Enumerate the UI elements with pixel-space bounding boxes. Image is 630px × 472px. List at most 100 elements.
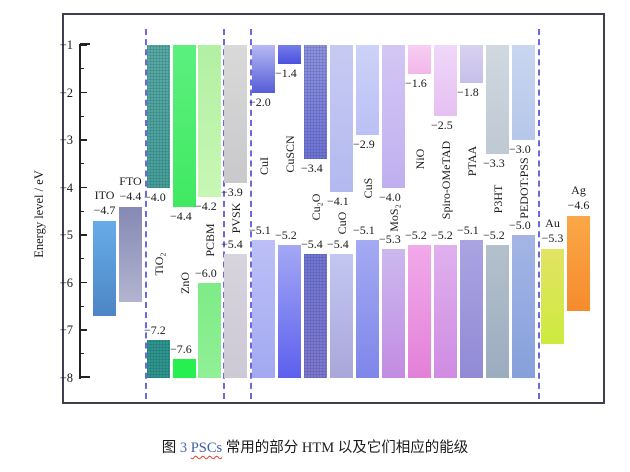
group-separator-line: [538, 29, 540, 399]
bar-cuscn-valence: [278, 244, 301, 378]
label-mos2-name: MoS₂: [386, 204, 401, 233]
y-axis-major-tick: [80, 234, 87, 236]
group-separator-line: [249, 29, 252, 399]
bar-cu2o-valence: [304, 254, 327, 378]
label-cu2o-name: Cu₂O: [308, 193, 323, 220]
y-axis-line: [78, 44, 81, 379]
bar-au: [541, 249, 564, 345]
label-zno-vb: −7.6: [170, 341, 192, 356]
bar-p3ht-valence: [486, 244, 509, 378]
bar-cui-conduction: [252, 45, 275, 93]
y-axis-minor-tick: [80, 210, 84, 212]
y-axis-tick-label: −5: [59, 228, 73, 242]
label-pcbm-cb: −4.2: [195, 199, 217, 213]
label-ptaa-cb: −1.8: [457, 85, 479, 99]
label-pcbm-vb: −6.0: [195, 265, 217, 280]
label-cui-vb: −5.1: [249, 222, 271, 237]
label-mos2-vb: −5.3: [379, 232, 401, 247]
y-axis-major-tick: [80, 376, 87, 379]
bar-fto: [119, 206, 142, 302]
bar-ag: [567, 216, 590, 311]
label-nio-name: NiO: [412, 148, 427, 170]
y-axis-title: Energy level / eV: [32, 169, 46, 258]
bar-mos2-valence: [382, 249, 405, 378]
y-axis-major-tick: [80, 139, 87, 141]
bar-spiro-ometad-valence: [434, 244, 457, 378]
label-fto-name: FTO: [119, 173, 142, 188]
label-nio-vb: −5.2: [405, 227, 427, 242]
group-separator-line: [222, 29, 225, 399]
label-zno-cb: −4.4: [170, 208, 192, 223]
label-au-name: Au: [545, 216, 560, 231]
group-separator-line: [145, 29, 147, 399]
y-axis-major-tick: [80, 329, 87, 331]
label-pedot-pss-cb: −3.0: [509, 142, 531, 156]
label-spiro-ometad-vb: −5.2: [431, 227, 453, 242]
bar-cuo-valence: [330, 254, 353, 378]
label-cuscn-cb: −1.4: [275, 66, 297, 80]
y-axis-tick-label: −2: [59, 85, 73, 100]
label-pedot-pss-vb: −5.0: [509, 218, 531, 232]
label-cu2o-cb: −3.4: [301, 161, 323, 175]
y-axis-tick-label: −8: [59, 370, 73, 385]
y-axis-major-tick: [80, 91, 87, 94]
bar-ptaa-conduction: [460, 45, 483, 83]
label-p3ht-name: P3HT: [490, 185, 505, 214]
bar-tio2-valence: [147, 339, 170, 378]
caption-text: 常用的部分 HTM 以及它们相应的能级: [222, 440, 469, 456]
label-cuo-cb: −4.1: [327, 194, 349, 209]
bar-tio2-conduction: [147, 45, 170, 188]
label-mos2-cb: −4.0: [379, 189, 401, 204]
label-zno-name: ZnO: [177, 271, 192, 294]
label-cuscn-name: CuSCN: [282, 135, 297, 173]
label-tio2-name: TiO₂: [151, 251, 166, 276]
bar-pedot-pss-conduction: [512, 45, 535, 140]
caption-figure-number: 3: [179, 440, 188, 456]
label-ito-workfunction: −4.7: [93, 202, 116, 217]
y-axis-tick-label: −4: [59, 180, 73, 195]
y-axis-endcap: [80, 43, 90, 45]
figure-caption: 图 3 PSCs 常用的部分 HTM 以及它们相应的能级: [0, 436, 630, 457]
y-axis-minor-tick: [80, 353, 84, 355]
label-ag-workfunction: −4.6: [567, 198, 590, 212]
label-cus-cb: −2.9: [353, 137, 375, 152]
label-cu2o-vb: −5.4: [301, 237, 323, 251]
label-p3ht-vb: −5.2: [483, 227, 505, 242]
bar-p3ht-conduction: [486, 45, 509, 155]
y-axis-minor-tick: [80, 305, 84, 307]
y-axis-major-tick: [80, 186, 87, 189]
bar-zno-valence: [173, 358, 196, 378]
bar-cui-valence: [252, 239, 275, 378]
bar-zno-conduction: [173, 45, 196, 207]
bar-cuscn-conduction: [278, 45, 301, 64]
bar-cus-conduction: [356, 45, 379, 136]
bar-nio-valence: [408, 244, 431, 378]
y-axis-tick-label: −1: [59, 38, 73, 52]
label-ptaa-name: PTAA: [464, 146, 479, 177]
label-p3ht-cb: −3.3: [483, 156, 505, 171]
label-pvsk-name: PVSK: [228, 203, 243, 234]
y-axis-tick-label: −7: [59, 323, 73, 337]
y-axis-tick-label: −6: [59, 275, 73, 290]
label-cus-vb: −5.1: [353, 222, 375, 237]
bar-cuo-conduction: [330, 45, 353, 193]
caption-term-pscs: PSCs: [190, 440, 223, 456]
y-axis-minor-tick: [80, 115, 84, 117]
label-cus-name: CuS: [360, 177, 375, 198]
bar-nio-conduction: [408, 45, 431, 74]
y-axis-major-tick: [80, 281, 87, 284]
bar-mos2-conduction: [382, 45, 405, 188]
label-cuo-name: CuO: [334, 211, 349, 235]
y-axis-minor-tick: [80, 163, 84, 165]
y-axis-minor-tick: [80, 68, 84, 70]
label-fto-workfunction: −4.4: [119, 188, 142, 203]
label-ptaa-vb: −5.1: [457, 222, 479, 237]
bar-pcbm-conduction: [198, 45, 221, 197]
label-au-workfunction: −5.3: [541, 231, 564, 246]
label-ag-name: Ag: [571, 183, 586, 197]
bar-pcbm-valence: [198, 282, 221, 378]
bar-pedot-pss-valence: [512, 235, 535, 378]
label-pvsk-cb: −3.9: [221, 184, 243, 199]
label-cui-name: CuI: [256, 157, 271, 176]
